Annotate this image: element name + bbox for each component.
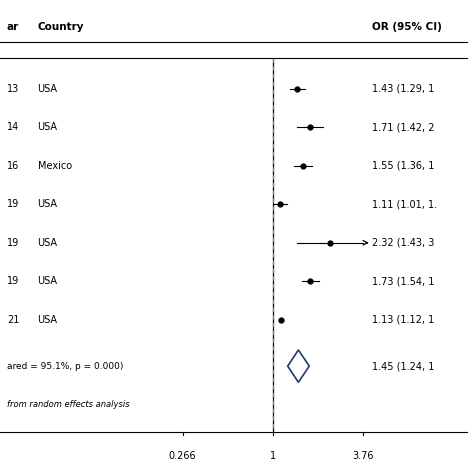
Text: OR (95% CI): OR (95% CI) bbox=[372, 22, 441, 32]
Text: 1.55 (1.36, 1: 1.55 (1.36, 1 bbox=[372, 161, 434, 171]
Text: 2.32 (1.43, 3: 2.32 (1.43, 3 bbox=[372, 238, 434, 248]
Text: USA: USA bbox=[37, 122, 57, 132]
Text: USA: USA bbox=[37, 238, 57, 248]
Text: 14: 14 bbox=[7, 122, 19, 132]
Text: ar: ar bbox=[7, 22, 19, 32]
Text: 1.45 (1.24, 1: 1.45 (1.24, 1 bbox=[372, 361, 434, 371]
Text: USA: USA bbox=[37, 315, 57, 325]
Text: 1.73 (1.54, 1: 1.73 (1.54, 1 bbox=[372, 276, 434, 286]
Text: 3.76: 3.76 bbox=[353, 451, 374, 461]
Text: 21: 21 bbox=[7, 315, 19, 325]
Text: 19: 19 bbox=[7, 238, 19, 248]
Text: 16: 16 bbox=[7, 161, 19, 171]
Text: USA: USA bbox=[37, 83, 57, 94]
Text: 19: 19 bbox=[7, 276, 19, 286]
Text: 1.11 (1.01, 1.: 1.11 (1.01, 1. bbox=[372, 199, 437, 209]
Text: from random effects analysis: from random effects analysis bbox=[7, 400, 129, 409]
Text: Country: Country bbox=[37, 22, 84, 32]
Text: USA: USA bbox=[37, 276, 57, 286]
Text: Mexico: Mexico bbox=[37, 161, 72, 171]
Text: 1.43 (1.29, 1: 1.43 (1.29, 1 bbox=[372, 83, 434, 94]
Text: 1: 1 bbox=[270, 451, 276, 461]
Text: 1.71 (1.42, 2: 1.71 (1.42, 2 bbox=[372, 122, 434, 132]
Text: 1.13 (1.12, 1: 1.13 (1.12, 1 bbox=[372, 315, 434, 325]
Text: 0.266: 0.266 bbox=[169, 451, 196, 461]
Text: USA: USA bbox=[37, 199, 57, 209]
Text: 19: 19 bbox=[7, 199, 19, 209]
Text: ared = 95.1%, p = 0.000): ared = 95.1%, p = 0.000) bbox=[7, 362, 123, 371]
Text: 13: 13 bbox=[7, 83, 19, 94]
